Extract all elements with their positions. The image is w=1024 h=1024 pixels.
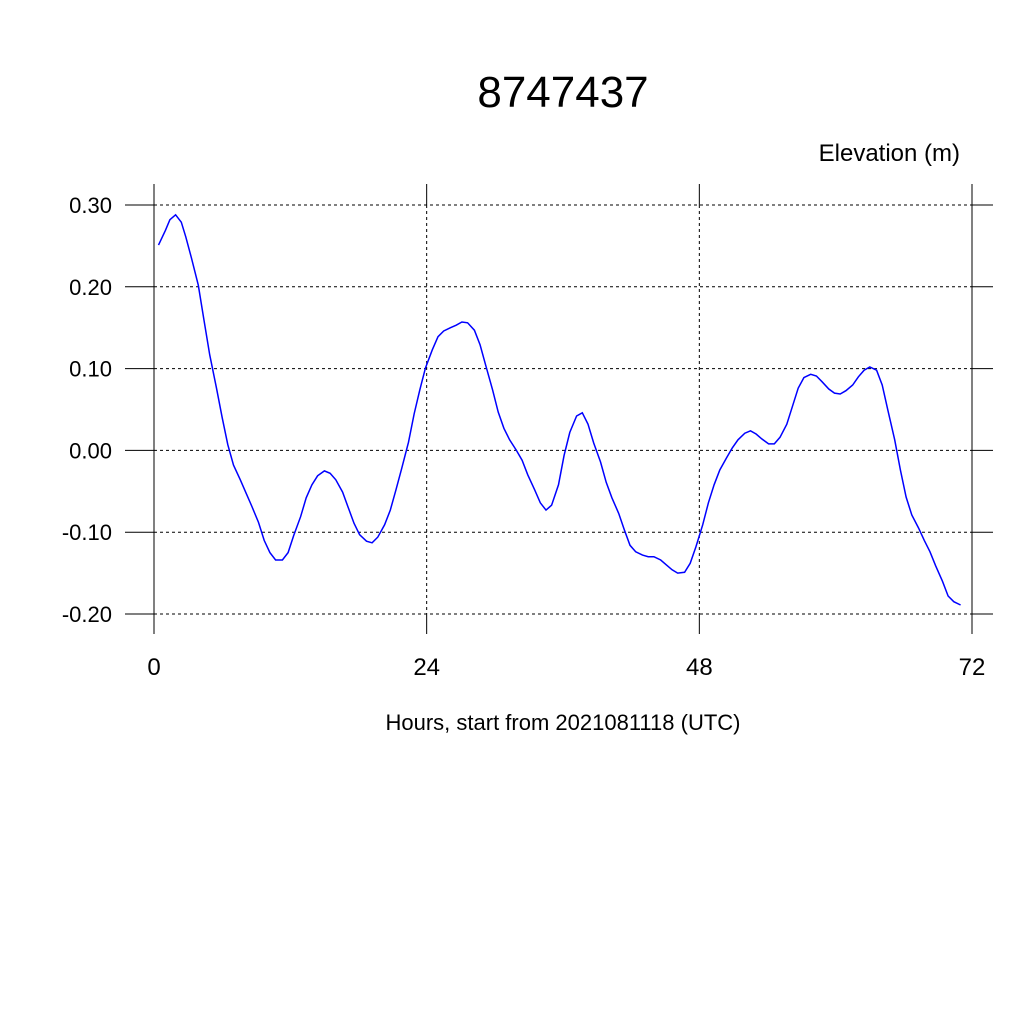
chart-title: 8747437	[477, 68, 648, 117]
y-tick-label: -0.10	[62, 520, 112, 545]
data-line	[157, 213, 961, 606]
y-axis-label: Elevation (m)	[819, 140, 960, 167]
y-tick-label: 0.30	[69, 193, 112, 218]
x-tick-label: 72	[959, 654, 986, 681]
y-tick-label: 0.00	[69, 438, 112, 463]
x-tick-label: 24	[413, 654, 440, 681]
x-tick-label: 48	[686, 654, 713, 681]
y-tick-label: 0.10	[69, 357, 112, 382]
x-axis-label: Hours, start from 2021081118 (UTC)	[386, 710, 741, 735]
x-tick-label: 0	[147, 654, 160, 681]
y-tick-label: -0.20	[62, 602, 112, 627]
y-tick-label: 0.20	[69, 275, 112, 300]
